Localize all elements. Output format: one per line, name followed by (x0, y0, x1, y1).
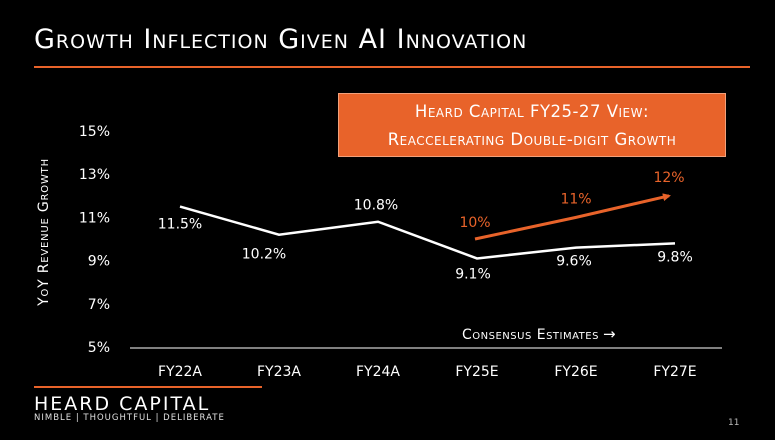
brand-logo-text: HEARD CAPITAL (34, 393, 211, 415)
title-divider (34, 66, 750, 68)
heard-view-data-label: 10% (459, 215, 490, 231)
footer-divider (34, 386, 262, 388)
right-arrow-icon: → (602, 325, 617, 343)
consensus-text: Consensus Estimates (462, 327, 599, 343)
y-tick-label: 15% (79, 124, 110, 140)
x-tick-label: FY22A (158, 364, 202, 380)
callout-line-2: Reaccelerating Double-digit Growth (387, 130, 677, 149)
x-tick-labels: FY22A FY23A FY24A FY25E FY26E FY27E (158, 364, 697, 380)
y-tick-label: 5% (88, 340, 110, 356)
y-tick-label: 13% (79, 167, 110, 183)
x-tick-label: FY27E (653, 364, 696, 380)
x-tick-label: FY25E (455, 364, 498, 380)
series-group (179, 193, 676, 260)
x-tick-label: FY26E (554, 364, 597, 380)
y-tick-label: 11% (79, 210, 110, 226)
consensus-series-line (179, 205, 676, 260)
callout-line-1: Heard Capital FY25-27 View: (414, 102, 650, 121)
slide-title: Growth Inflection Given AI Innovation (34, 24, 528, 55)
consensus-estimates-label: Consensus Estimates → (462, 325, 616, 343)
page-number: 11 (728, 418, 740, 428)
y-tick-labels: 5% 7% 9% 11% 13% 15% (79, 124, 110, 356)
consensus-data-label: 9.6% (556, 254, 592, 270)
consensus-data-label: 9.1% (455, 266, 491, 282)
y-tick-label: 9% (88, 254, 110, 270)
data-labels: 11.5% 10.2% 10.8% 9.1% 9.6% 9.8% 10% 11% 12% (158, 170, 693, 283)
heard-view-series-line (474, 193, 671, 241)
consensus-data-label: 10.2% (242, 247, 286, 263)
consensus-data-label: 11.5% (158, 217, 202, 233)
x-tick-label: FY23A (257, 364, 301, 380)
consensus-data-label: 9.8% (657, 249, 693, 265)
heard-view-data-label: 12% (653, 170, 684, 186)
brand-tagline: NIMBLE | THOUGHTFUL | DELIBERATE (34, 413, 225, 423)
heard-view-callout: Heard Capital FY25-27 View: Reaccelerati… (338, 93, 726, 157)
heard-view-data-label: 11% (560, 191, 591, 207)
consensus-data-label: 10.8% (354, 198, 398, 214)
y-tick-label: 7% (88, 297, 110, 313)
x-tick-label: FY24A (356, 364, 400, 380)
